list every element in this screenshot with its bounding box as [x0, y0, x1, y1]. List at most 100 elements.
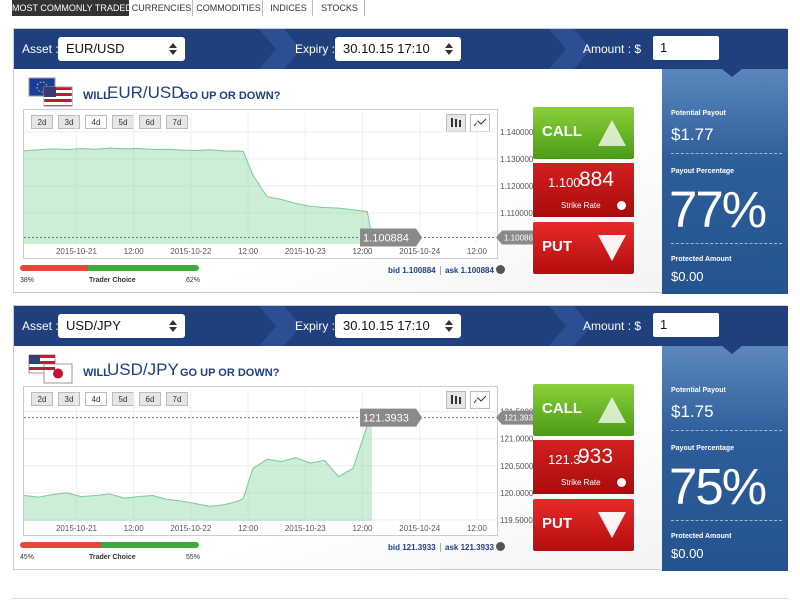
info-icon: [617, 478, 626, 487]
arrow-icon: [598, 397, 626, 423]
chart: 2015-10-21 12:00 2015-10-22 12:00 2015-10-23…: [23, 390, 542, 533]
flag-stripe: [29, 367, 55, 370]
amount-input[interactable]: 1: [653, 313, 719, 337]
x-tick-label: 12:00: [124, 247, 145, 256]
x-tick-label: 2015-10-24: [399, 524, 440, 533]
expiry-select[interactable]: 30.10.15 17:10: [335, 314, 461, 338]
y-tick-label: 120.5000: [500, 462, 534, 471]
question-prefix: WILL: [83, 367, 110, 379]
tab[interactable]: INDICES: [265, 0, 313, 16]
x-tick-label: 2015-10-23: [285, 524, 326, 533]
price-area: [24, 148, 373, 244]
period-button[interactable]: 6d: [139, 115, 161, 129]
strike-prefix: 1.100: [548, 175, 581, 190]
x-tick-label: 2015-10-21: [56, 524, 97, 533]
percent-label: Payout Percentage: [671, 168, 735, 175]
payout-sidebar: Potential Payout $1.77 Payout Percentage 77…: [662, 69, 788, 294]
strike-prefix: 121.3: [548, 452, 581, 467]
x-tick-label: 2015-10-24: [399, 247, 440, 256]
period-button[interactable]: 3d: [58, 392, 80, 406]
current-price: 1.100884: [363, 233, 409, 245]
put-button[interactable]: PUT: [533, 499, 634, 551]
icon-bar: [459, 120, 461, 127]
period-button[interactable]: 2d: [31, 115, 53, 129]
chart-box: 2d 3d 4d 5d 6d 7d: [23, 109, 498, 259]
icon-line: [473, 118, 487, 127]
period-button[interactable]: 4d: [85, 115, 107, 129]
question-pair: EUR/USD: [107, 83, 184, 102]
question-suffix: GO UP OR DOWN?: [181, 90, 281, 102]
strike-label: Strike Rate: [561, 478, 601, 487]
period-button[interactable]: 5d: [112, 115, 134, 129]
protected-label: Protected Amount: [671, 256, 732, 263]
call-button[interactable]: CALL: [533, 384, 634, 436]
amount-input[interactable]: 1: [653, 36, 719, 60]
question-suffix: GO UP OR DOWN?: [180, 367, 280, 379]
chart: 2015-10-21 12:00 2015-10-22 12:00 2015-10-23…: [23, 113, 542, 256]
arrow-icon: [598, 120, 626, 146]
tab[interactable]: COMMODITIES: [195, 0, 263, 16]
expiry-select[interactable]: 30.10.15 17:10: [335, 37, 461, 61]
chevron: [549, 29, 591, 69]
info-icon: [496, 265, 505, 274]
period-button[interactable]: 4d: [85, 392, 107, 406]
y-tick-label: 119.5000: [500, 516, 533, 525]
call-button-label: CALL: [542, 400, 582, 417]
y-tick-label: 1.140000: [500, 128, 534, 137]
arrow: [598, 235, 626, 261]
period-button[interactable]: 6d: [139, 392, 161, 406]
chevron: [259, 306, 301, 346]
strike-label: Strike Rate: [561, 201, 601, 210]
icon-bar: [451, 395, 453, 404]
period-button[interactable]: 7d: [166, 392, 188, 406]
y-tick-label: 1.130000: [500, 155, 534, 164]
tab[interactable]: STOCKS: [315, 0, 365, 16]
put-button[interactable]: PUT: [533, 222, 634, 274]
chart-type-line[interactable]: [470, 391, 490, 409]
percent-value: 75%: [669, 458, 767, 515]
x-tick-label: 12:00: [124, 524, 145, 533]
flag-stripe: [44, 96, 72, 99]
trade-panel: Asset : EUR/USD Expiry :30.10.15 17:10 Amou…: [13, 28, 788, 294]
divider: [671, 153, 782, 154]
sentiment-down: [100, 542, 199, 548]
arrow: [445, 43, 453, 48]
call-button[interactable]: CALL: [533, 107, 634, 159]
put-button-label: PUT: [542, 238, 572, 255]
current-price-tag: [360, 408, 423, 427]
dropdown-icon: [445, 320, 453, 332]
sentiment-label: Trader Choice: [89, 554, 136, 561]
notch: [722, 69, 742, 77]
chart-type-candle[interactable]: [446, 391, 466, 409]
strike-suffix: 933: [578, 445, 614, 468]
period-button[interactable]: 3d: [58, 115, 80, 129]
sentiment-up-label: 38%: [20, 277, 35, 284]
protected-value: $0.00: [671, 269, 704, 284]
arrow: [598, 512, 626, 538]
current-price: 121.3933: [363, 413, 409, 425]
icon-bar: [455, 119, 457, 127]
y-tick-label: 120.0000: [500, 489, 534, 498]
period-button[interactable]: 2d: [31, 392, 53, 406]
edge-price-tag: [496, 410, 542, 425]
edge-price-tag: [496, 230, 542, 245]
period-button[interactable]: 7d: [166, 115, 188, 129]
divider: [671, 243, 782, 244]
x-tick-label: 2015-10-22: [170, 247, 211, 256]
x-tick-label: 12:00: [238, 524, 259, 533]
current-price-tag: [360, 228, 423, 247]
asset-select[interactable]: USD/JPY: [58, 314, 185, 338]
tab[interactable]: MOST COMMONLY TRADED: [12, 0, 132, 16]
chevron: [259, 29, 301, 69]
price-line: [23, 147, 373, 238]
arrow: [598, 120, 626, 146]
edge-price: 121.3933: [504, 414, 538, 423]
icon: [451, 118, 461, 127]
put-button-label: PUT: [542, 515, 572, 532]
arrow: [169, 327, 177, 332]
chevron: [549, 306, 591, 346]
protected-value: $0.00: [671, 546, 704, 561]
tab[interactable]: CURRENCIES: [131, 0, 193, 16]
asset-select[interactable]: EUR/USD: [58, 37, 185, 61]
